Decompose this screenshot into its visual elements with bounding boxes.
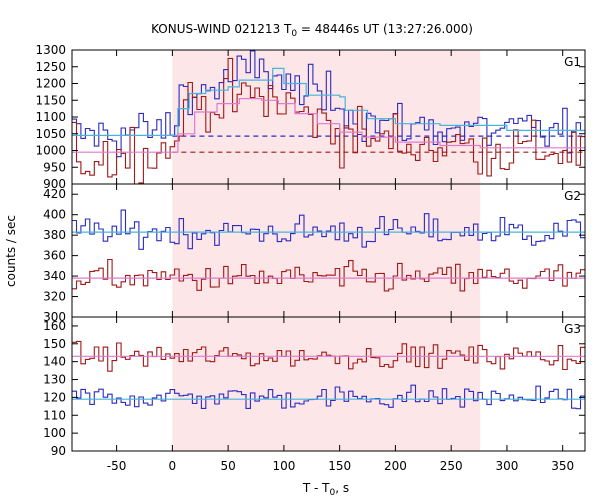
count-rate-histogram-red-g1 <box>72 57 585 185</box>
y-tick-label-g3: 110 <box>43 408 66 422</box>
chart-title-sub: 0 <box>291 29 297 39</box>
x-tick-label: 0 <box>169 459 177 473</box>
x-tick-label: 100 <box>272 459 295 473</box>
y-tick-label-g2: 340 <box>43 269 66 283</box>
x-tick-label: 150 <box>328 459 351 473</box>
y-axis-label: counts / sec <box>4 215 18 287</box>
x-axis-label-main: T - T <box>302 481 330 495</box>
y-tick-label-g3: 100 <box>43 426 66 440</box>
y-tick-label-g3: 90 <box>51 444 66 458</box>
panel-frame-g3 <box>71 316 586 452</box>
x-tick-label: 350 <box>551 459 574 473</box>
plot-layer: 9009501000105011001150120012501300G13003… <box>35 43 586 473</box>
y-tick-label-g1: 1150 <box>35 93 66 107</box>
x-axis-label-rest: , s <box>335 481 349 495</box>
y-tick-label-g2: 380 <box>43 228 66 242</box>
panel-label-g1: G1 <box>564 55 581 69</box>
x-tick-label: -50 <box>107 459 127 473</box>
panel-label-g3: G3 <box>564 322 581 336</box>
y-tick-label-g2: 300 <box>43 310 66 324</box>
y-tick-label-g1: 1200 <box>35 77 66 91</box>
y-tick-label-g1: 900 <box>43 177 66 191</box>
x-tick-label: 250 <box>440 459 463 473</box>
y-tick-label-g3: 140 <box>43 355 66 369</box>
y-tick-label-g1: 1300 <box>35 43 66 57</box>
x-axis-label: T - T0, s <box>302 481 349 498</box>
y-tick-label-g3: 160 <box>43 319 66 333</box>
y-tick-label-g3: 130 <box>43 373 66 387</box>
y-tick-label-g1: 1050 <box>35 127 66 141</box>
count-rate-histogram-blue-g1 <box>72 50 585 158</box>
y-tick-label-g2: 420 <box>43 187 66 201</box>
x-tick-label: 200 <box>384 459 407 473</box>
panel-label-g2: G2 <box>564 189 581 203</box>
x-tick-label: 50 <box>220 459 235 473</box>
count-rate-histogram-blue-g3 <box>72 384 585 410</box>
count-rate-histogram-blue-g2 <box>72 209 585 250</box>
x-tick-label: 300 <box>495 459 518 473</box>
y-tick-label-g2: 320 <box>43 290 66 304</box>
chart-title-rest: = 48446s UT (13:27:26.000) <box>297 22 473 36</box>
y-tick-label-g1: 1250 <box>35 60 66 74</box>
chart-title-main: KONUS-WIND 021213 T <box>151 22 292 36</box>
x-axis-label-sub: 0 <box>330 488 336 498</box>
y-tick-label-g1: 1000 <box>35 144 66 158</box>
chart-title: KONUS-WIND 021213 T0 = 48446s UT (13:27:… <box>151 22 473 39</box>
y-tick-label-g3: 120 <box>43 390 66 404</box>
y-tick-label-g2: 360 <box>43 249 66 263</box>
model-fit-pink-g1 <box>72 98 586 153</box>
model-fit-cyan-g1 <box>72 67 586 136</box>
y-tick-label-g2: 400 <box>43 208 66 222</box>
y-tick-label-g1: 950 <box>43 160 66 174</box>
y-tick-label-g3: 150 <box>43 337 66 351</box>
y-tick-label-g1: 1100 <box>35 110 66 124</box>
